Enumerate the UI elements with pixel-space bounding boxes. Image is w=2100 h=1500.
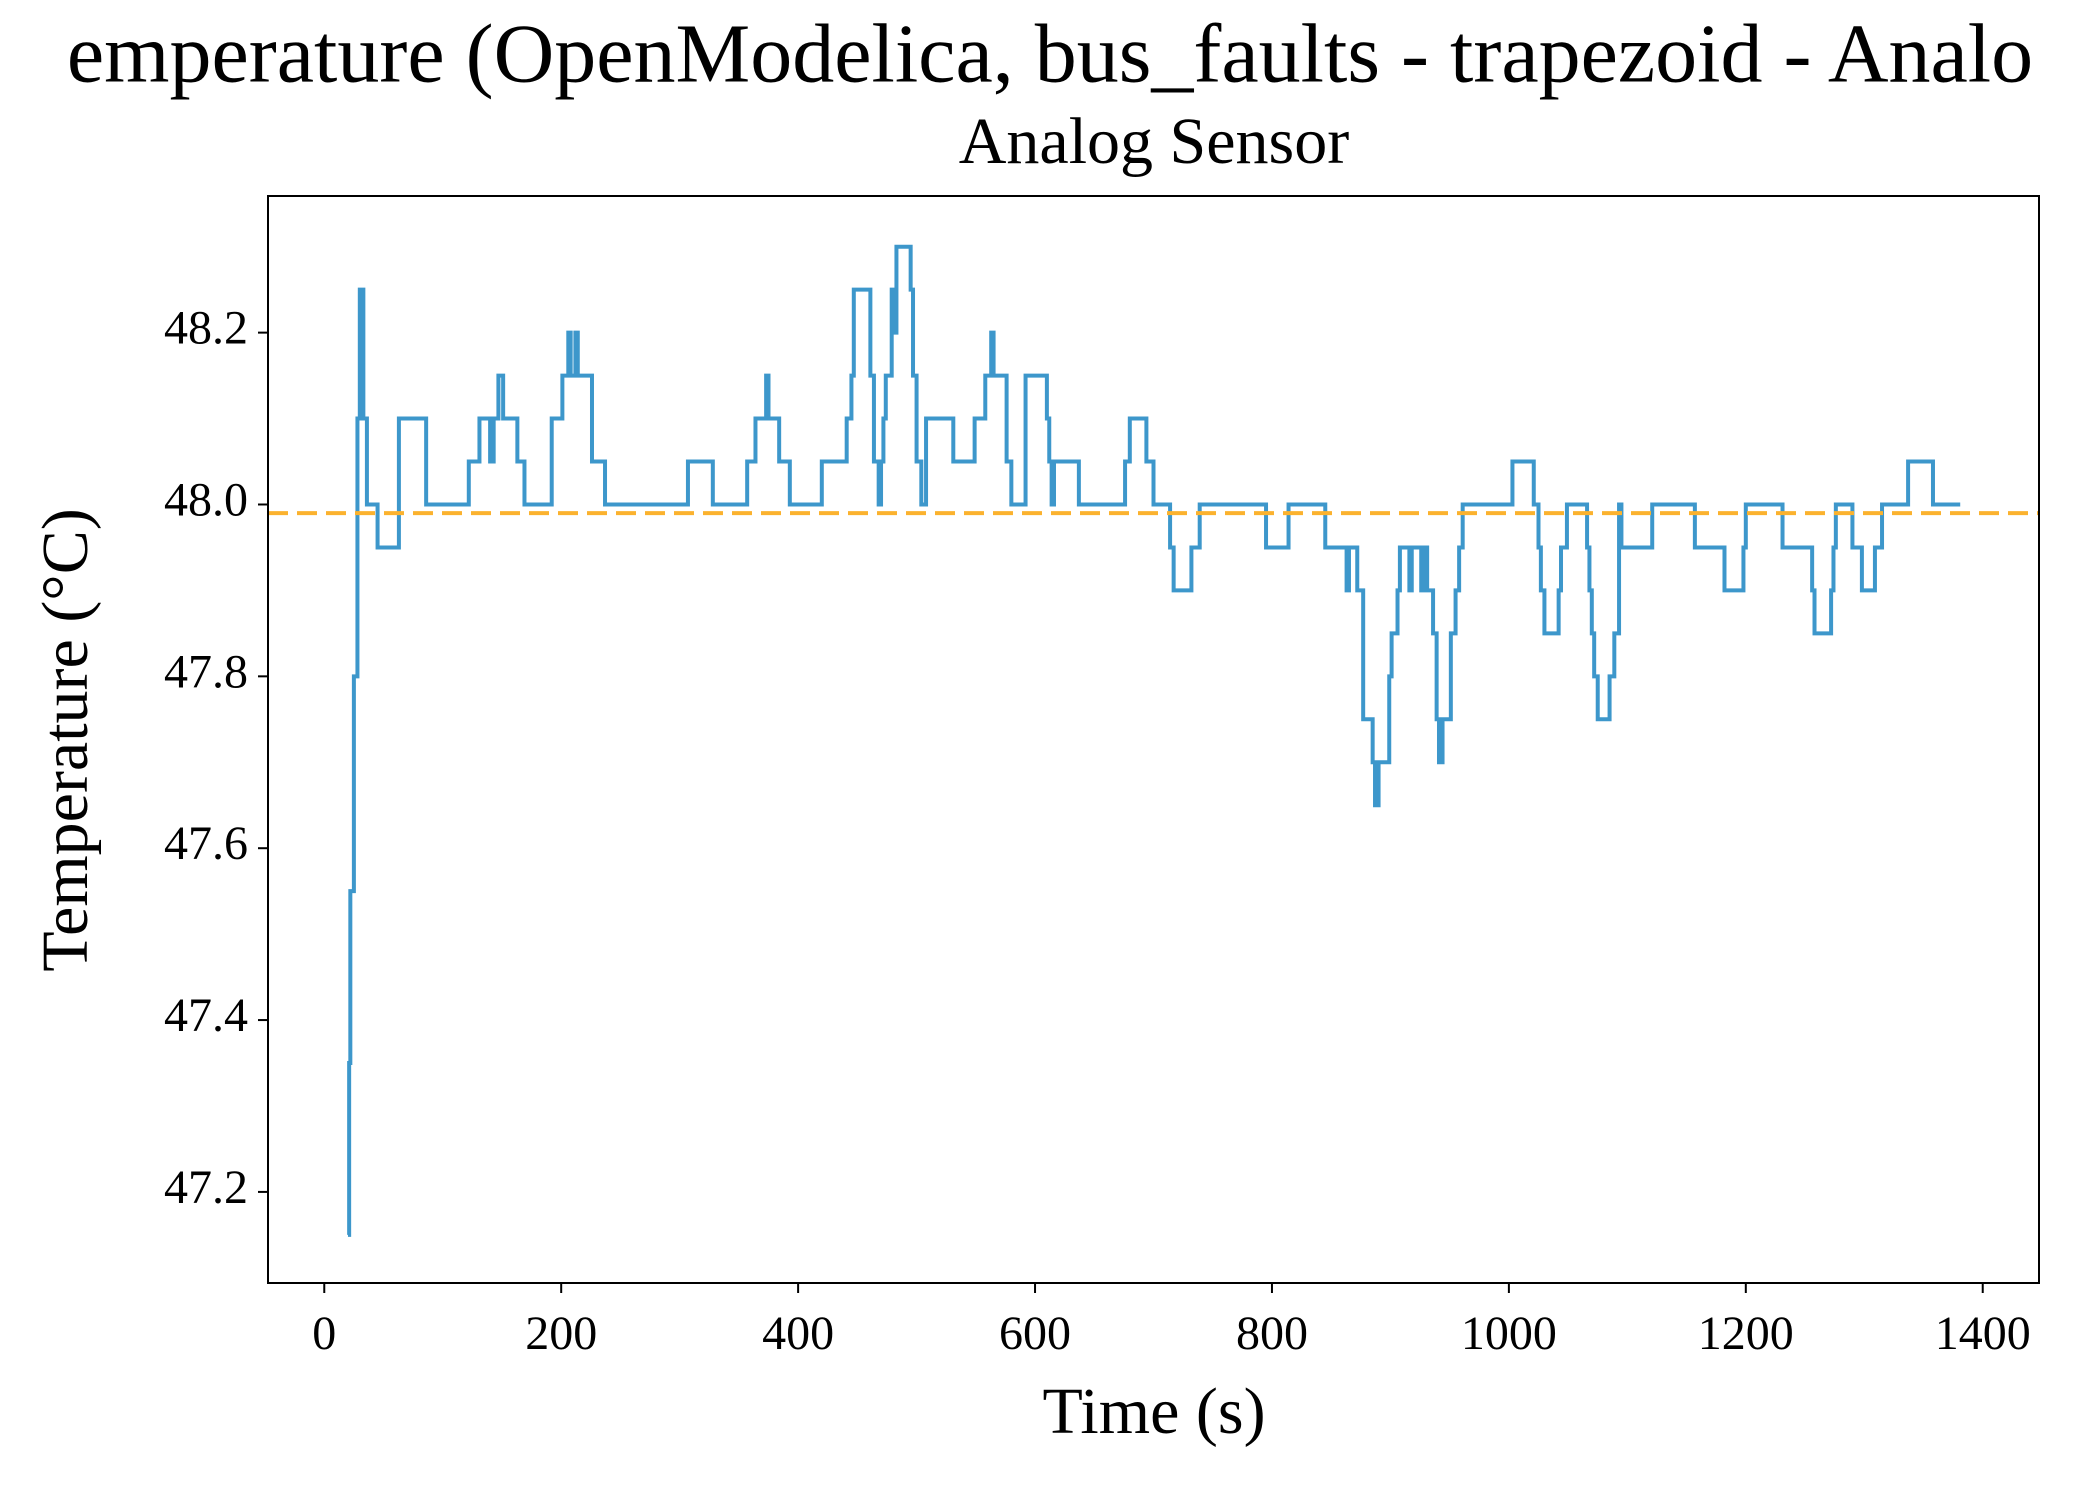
y-tick-label: 47.4 xyxy=(164,989,248,1042)
x-tick-label: 200 xyxy=(525,1307,597,1360)
data-line xyxy=(347,244,1961,1237)
plot-frame xyxy=(267,195,2040,1284)
chart-title: emperature (OpenModelica, bus_faults - t… xyxy=(67,7,2033,100)
y-tick-label: 48.0 xyxy=(164,474,248,527)
y-tick-label: 48.2 xyxy=(164,302,248,355)
x-tick-label: 800 xyxy=(1236,1307,1308,1360)
x-tick-label: 600 xyxy=(999,1307,1071,1360)
y-tick-label: 47.6 xyxy=(164,817,248,870)
y-axis-label: Temperature (°C) xyxy=(29,508,102,971)
x-tick-label: 1400 xyxy=(1935,1307,2031,1360)
y-tick-label: 47.8 xyxy=(164,645,248,698)
x-tick-label: 1000 xyxy=(1461,1307,1557,1360)
y-tick-label: 47.2 xyxy=(164,1161,248,1214)
x-tick-label: 1200 xyxy=(1698,1307,1794,1360)
x-tick-label: 400 xyxy=(762,1307,834,1360)
chart-subtitle: Analog Sensor xyxy=(959,105,1349,178)
x-axis-label: Time (s) xyxy=(1042,1375,1265,1448)
x-tick-label: 0 xyxy=(312,1307,336,1360)
